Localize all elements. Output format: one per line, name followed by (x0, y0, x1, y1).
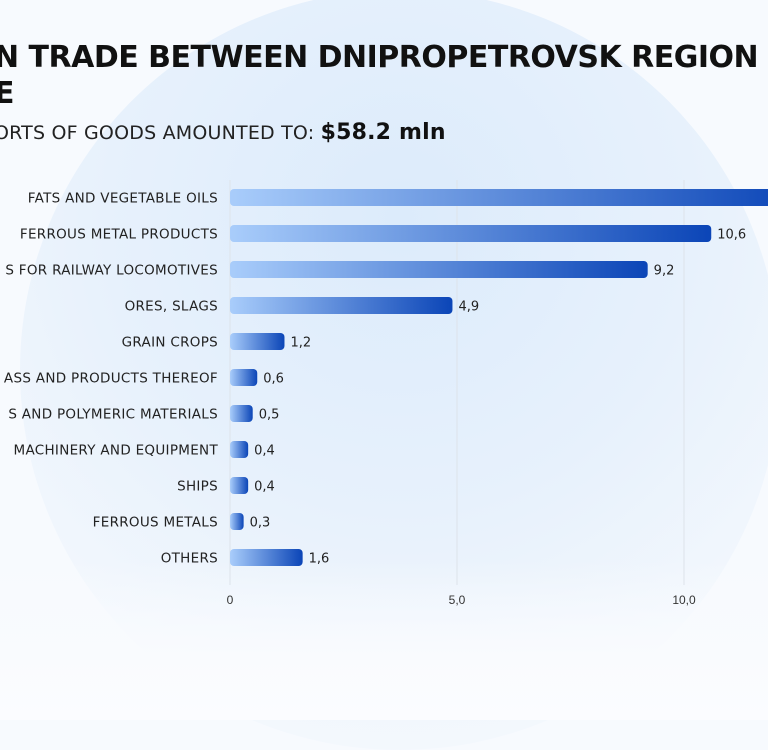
category-label: ORES, SLAGS (125, 299, 218, 315)
value-label: 0,4 (254, 444, 275, 459)
bar (230, 333, 285, 350)
value-label: 1,2 (290, 336, 311, 351)
page-title: N TRADE BETWEEN DNIPROPETROVSK REGION E (0, 40, 759, 111)
bar (230, 405, 253, 422)
value-label: 9,2 (654, 264, 675, 279)
bar (230, 549, 303, 566)
bar (230, 261, 648, 278)
subtitle-amount: $58.2 mln (320, 120, 446, 145)
category-label: FATS AND VEGETABLE OILS (28, 191, 218, 207)
x-tick-label: 10,0 (672, 593, 696, 607)
x-tick-label: 0 (227, 593, 234, 607)
background-fade (0, 560, 768, 720)
bar (230, 513, 244, 530)
bar (230, 189, 768, 206)
value-label: 1,6 (309, 552, 330, 567)
bar (230, 441, 249, 458)
bar (230, 225, 712, 242)
value-label: 4,9 (458, 300, 479, 315)
category-label: ASS AND PRODUCTS THEREOF (4, 371, 218, 387)
value-label: 10,6 (717, 228, 746, 243)
category-label: S AND POLYMERIC MATERIALS (8, 407, 218, 423)
category-label: GRAIN CROPS (122, 335, 218, 351)
bar (230, 369, 258, 386)
value-label: 0,6 (263, 372, 284, 387)
subtitle-prefix: ORTS OF GOODS AMOUNTED TO: (0, 122, 315, 144)
value-label: 0,3 (250, 516, 271, 531)
category-label: FERROUS METAL PRODUCTS (20, 227, 218, 243)
value-label: 0,4 (254, 480, 275, 495)
x-tick-label: 5,0 (449, 593, 466, 607)
category-label: OTHERS (161, 551, 218, 567)
category-label: FERROUS METALS (93, 515, 218, 531)
bar (230, 477, 249, 494)
bar-chart: 0 5,0 10,0 FATS AND VEGETABLE OILS FERROUS M… (4, 180, 768, 607)
category-label: S FOR RAILWAY LOCOMOTIVES (5, 263, 218, 279)
category-label: SHIPS (177, 479, 218, 495)
value-label: 0,5 (259, 408, 280, 423)
category-label: MACHINERY AND EQUIPMENT (14, 443, 219, 459)
bar (230, 297, 453, 314)
page-subtitle: ORTS OF GOODS AMOUNTED TO: $58.2 mln (0, 120, 446, 145)
